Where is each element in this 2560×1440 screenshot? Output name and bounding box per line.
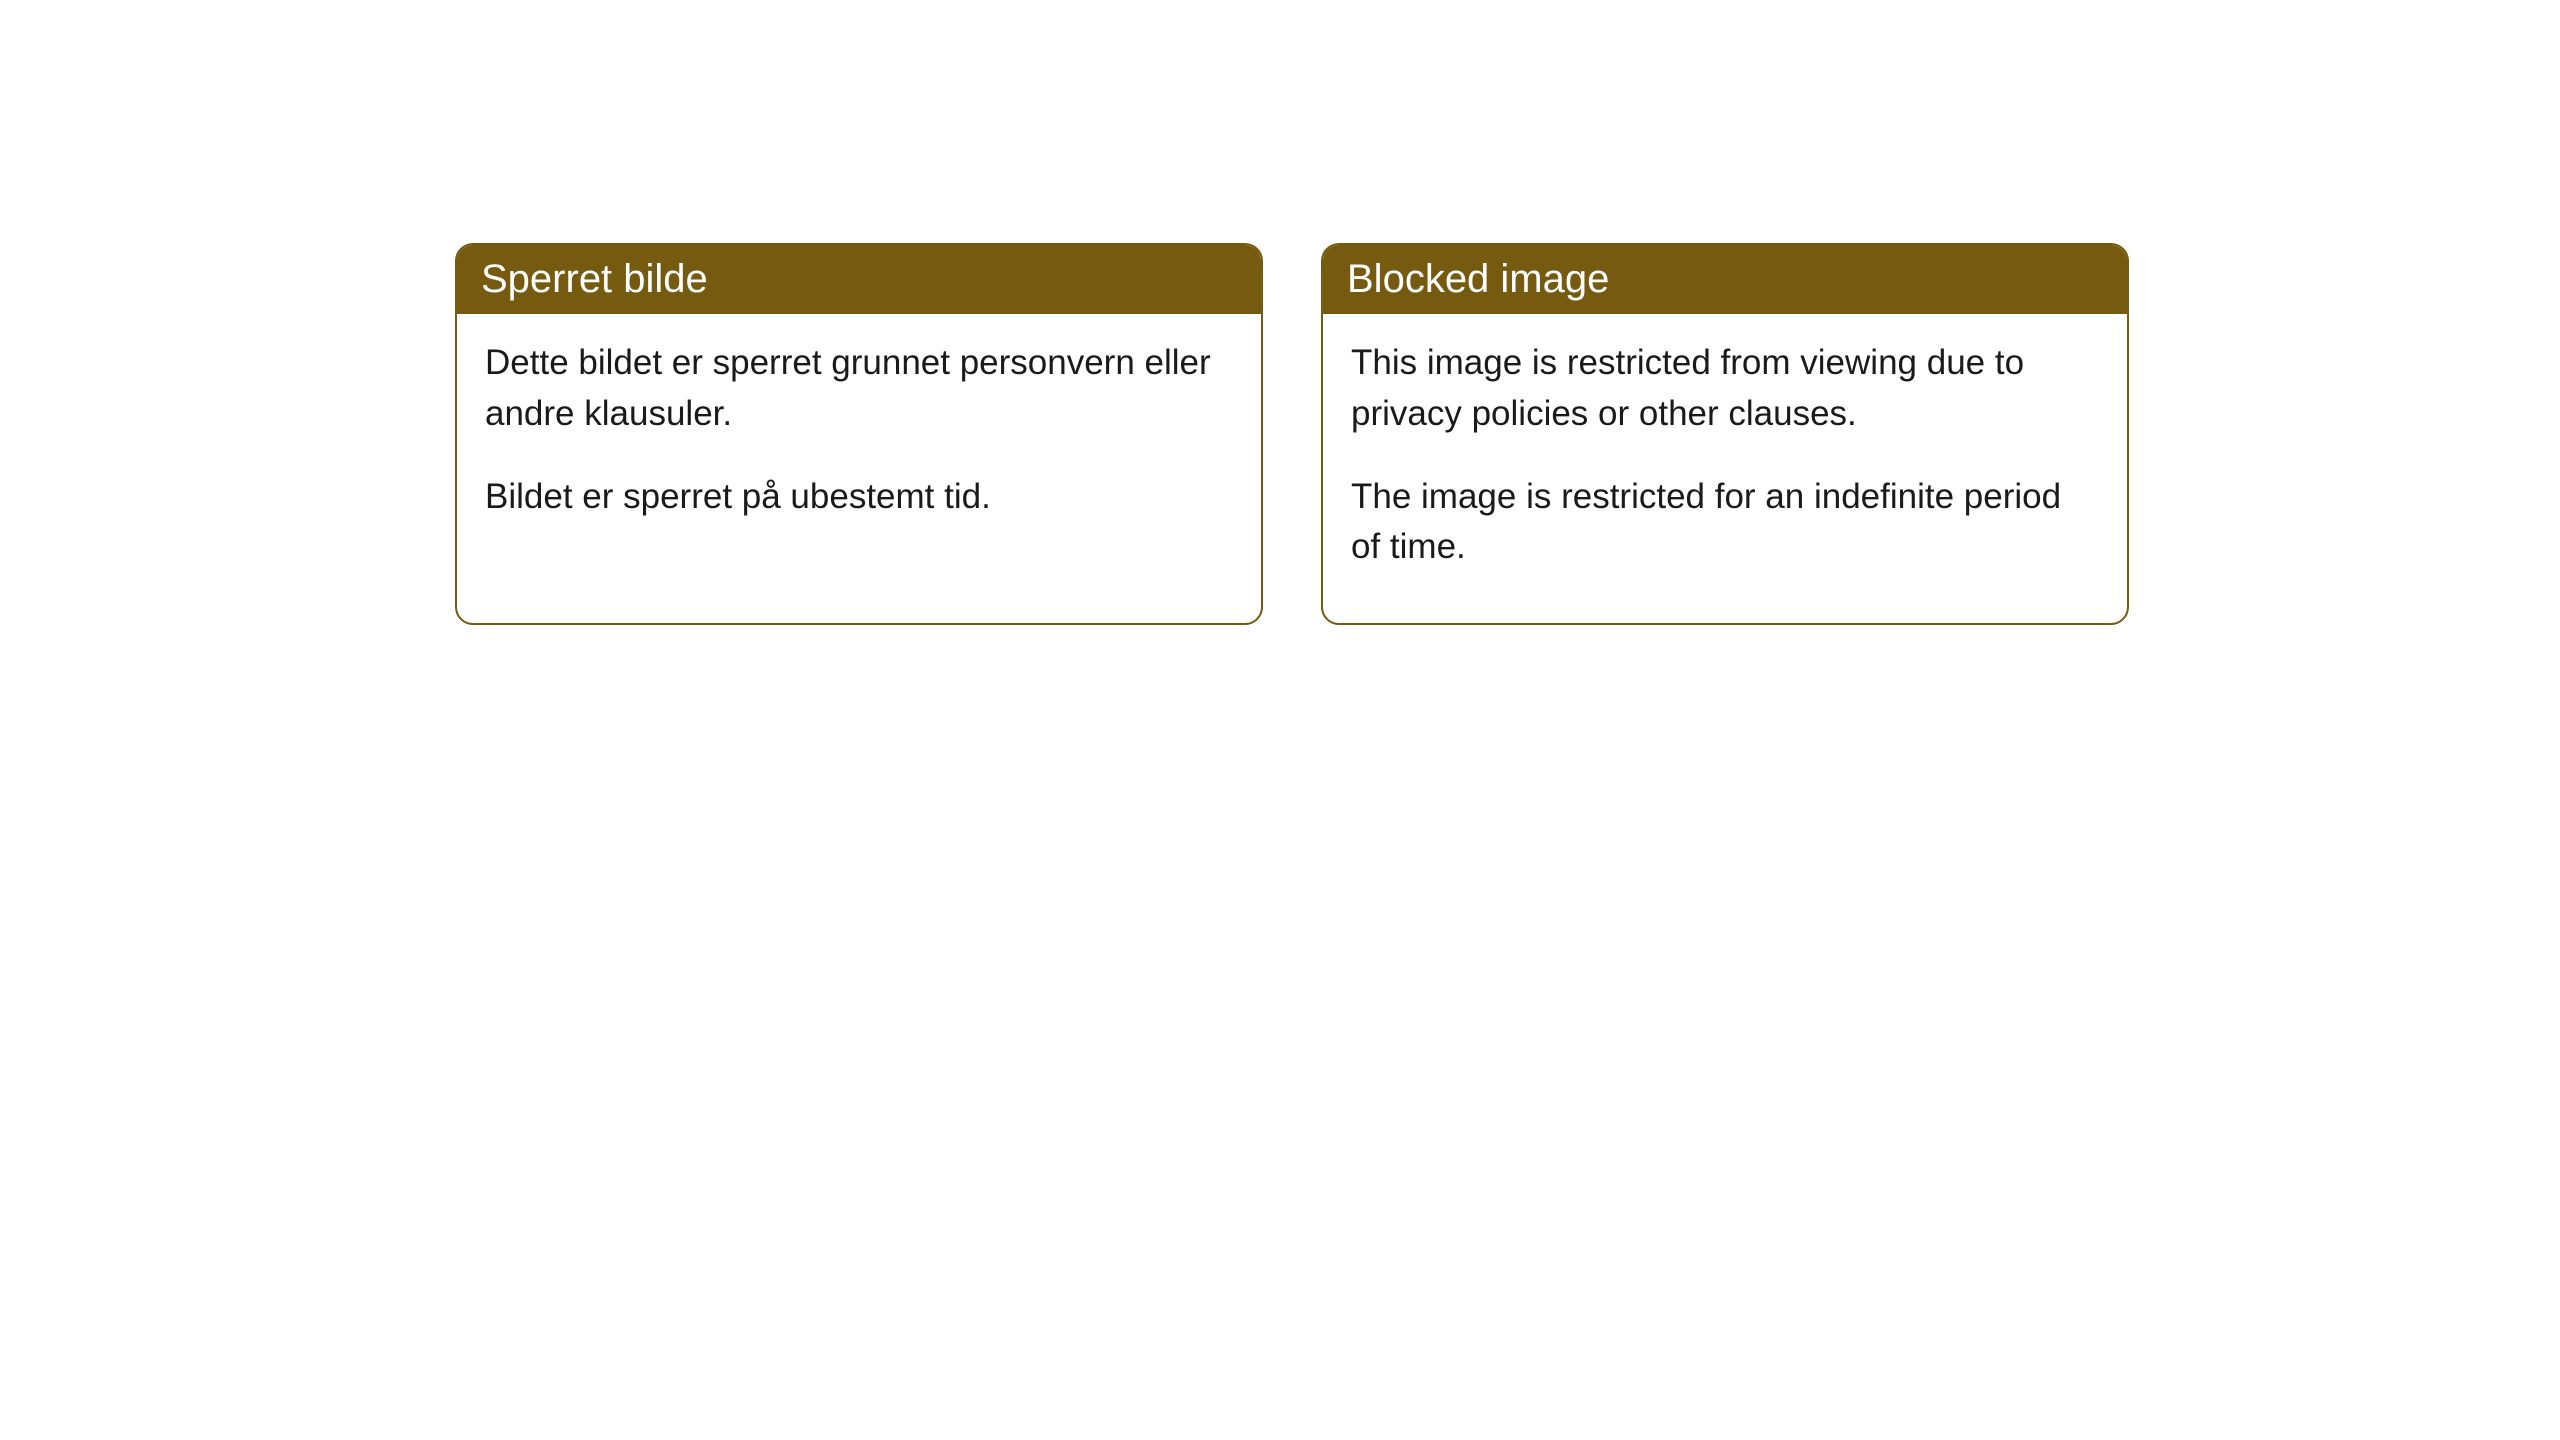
card-paragraph-1: This image is restricted from viewing du…: [1351, 338, 2099, 440]
notification-cards-container: Sperret bilde Dette bildet er sperret gr…: [455, 243, 2129, 625]
blocked-image-card-english: Blocked image This image is restricted f…: [1321, 243, 2129, 625]
card-body: Dette bildet er sperret grunnet personve…: [457, 314, 1261, 572]
card-paragraph-2: Bildet er sperret på ubestemt tid.: [485, 472, 1233, 523]
card-body: This image is restricted from viewing du…: [1323, 314, 2127, 623]
card-header: Sperret bilde: [457, 245, 1261, 314]
card-paragraph-2: The image is restricted for an indefinit…: [1351, 472, 2099, 574]
blocked-image-card-norwegian: Sperret bilde Dette bildet er sperret gr…: [455, 243, 1263, 625]
card-header: Blocked image: [1323, 245, 2127, 314]
card-title: Blocked image: [1347, 257, 1609, 301]
card-title: Sperret bilde: [481, 257, 708, 301]
card-paragraph-1: Dette bildet er sperret grunnet personve…: [485, 338, 1233, 440]
